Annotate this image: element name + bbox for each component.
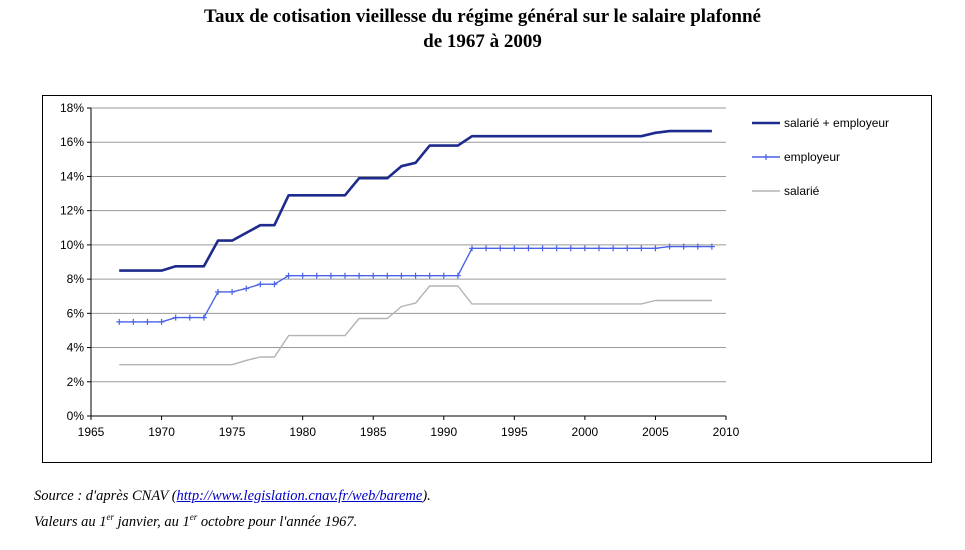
y-tick-label: 18% <box>60 101 84 115</box>
legend-label: employeur <box>784 150 840 164</box>
series-line-2 <box>119 285 712 366</box>
chart-subtitle: de 1967 à 2009 <box>423 31 542 52</box>
y-tick-label: 14% <box>60 169 84 183</box>
y-tick-label: 12% <box>60 204 84 218</box>
values-note-part: octobre pour l'année 1967. <box>197 513 358 530</box>
chart-title: Taux de cotisation vieillesse du régime … <box>0 4 965 54</box>
x-tick-label: 1980 <box>289 425 316 439</box>
y-tick-label: 2% <box>67 375 85 389</box>
y-tick-label: 8% <box>67 272 85 286</box>
y-tick-label: 10% <box>60 238 84 252</box>
values-note-sup: er <box>189 512 198 522</box>
x-tick-label: 2000 <box>572 425 599 439</box>
chart-frame <box>42 95 932 463</box>
legend-label: salarié + employeur <box>784 116 889 130</box>
values-note-sup: er <box>106 512 115 522</box>
x-tick-label: 1970 <box>148 425 175 439</box>
source-note: Source : d'après CNAV (http://www.legisl… <box>34 486 934 533</box>
y-tick-label: 16% <box>60 135 84 149</box>
values-note-part: janvier, au 1 <box>114 513 190 530</box>
values-note: Valeurs au 1er janvier, au 1er octobre p… <box>34 507 934 533</box>
source-link[interactable]: http://www.legislation.cnav.fr/web/barem… <box>176 488 423 504</box>
x-tick-label: 1965 <box>78 425 105 439</box>
y-tick-label: 6% <box>67 306 85 320</box>
y-tick-label: 4% <box>67 341 85 355</box>
source-suffix: ). <box>422 488 431 504</box>
y-tick-label: 0% <box>67 409 85 423</box>
x-tick-label: 2005 <box>642 425 669 439</box>
source-line: Source : d'après CNAV (http://www.legisl… <box>34 486 934 507</box>
source-prefix: Source : d'après CNAV ( <box>34 488 177 504</box>
chart-title-line1: Taux de cotisation vieillesse du régime … <box>204 6 761 27</box>
x-tick-label: 1990 <box>430 425 457 439</box>
x-tick-label: 2010 <box>713 425 740 439</box>
x-tick-label: 1985 <box>360 425 387 439</box>
series-line-0 <box>119 129 712 272</box>
values-note-part: Valeurs au 1 <box>34 513 107 530</box>
x-tick-label: 1995 <box>501 425 528 439</box>
legend-label: salarié <box>784 184 820 198</box>
x-tick-label: 1975 <box>219 425 246 439</box>
